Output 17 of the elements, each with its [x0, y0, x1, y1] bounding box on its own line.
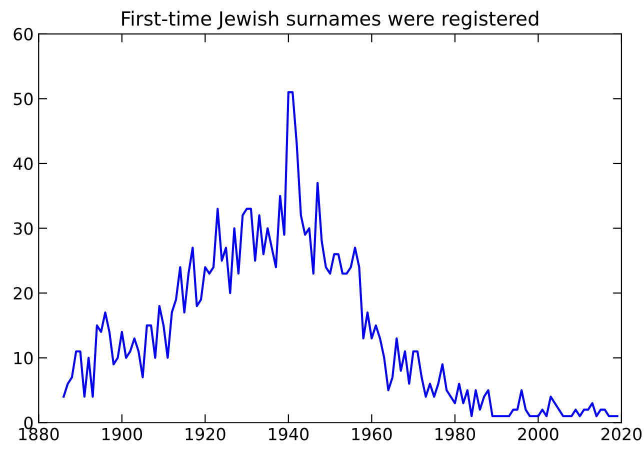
y-tick-label: 40 [13, 157, 33, 170]
y-tick-label: 20 [14, 287, 33, 300]
y-tick-label: 30 [14, 222, 33, 235]
x-tick-label: 1920 [186, 428, 226, 440]
x-tick-label: 2000 [518, 428, 558, 440]
x-tick-label: 1960 [352, 428, 392, 440]
x-tick-label: 2020 [601, 428, 642, 440]
x-tick-label: 1980 [436, 428, 476, 440]
x-tick-label: 1940 [269, 428, 309, 440]
x-tick-label: 1900 [102, 428, 142, 440]
y-tick-label: 10 [14, 352, 33, 364]
y-tick-label: 50 [14, 92, 33, 106]
x-tick-label: 1880 [19, 428, 59, 440]
y-tick-label: 0 [24, 416, 33, 430]
line-series [62, 91, 618, 418]
chart-title: First-time Jewish surnames were registered [122, 10, 538, 30]
y-tick-label: 60 [14, 28, 33, 40]
